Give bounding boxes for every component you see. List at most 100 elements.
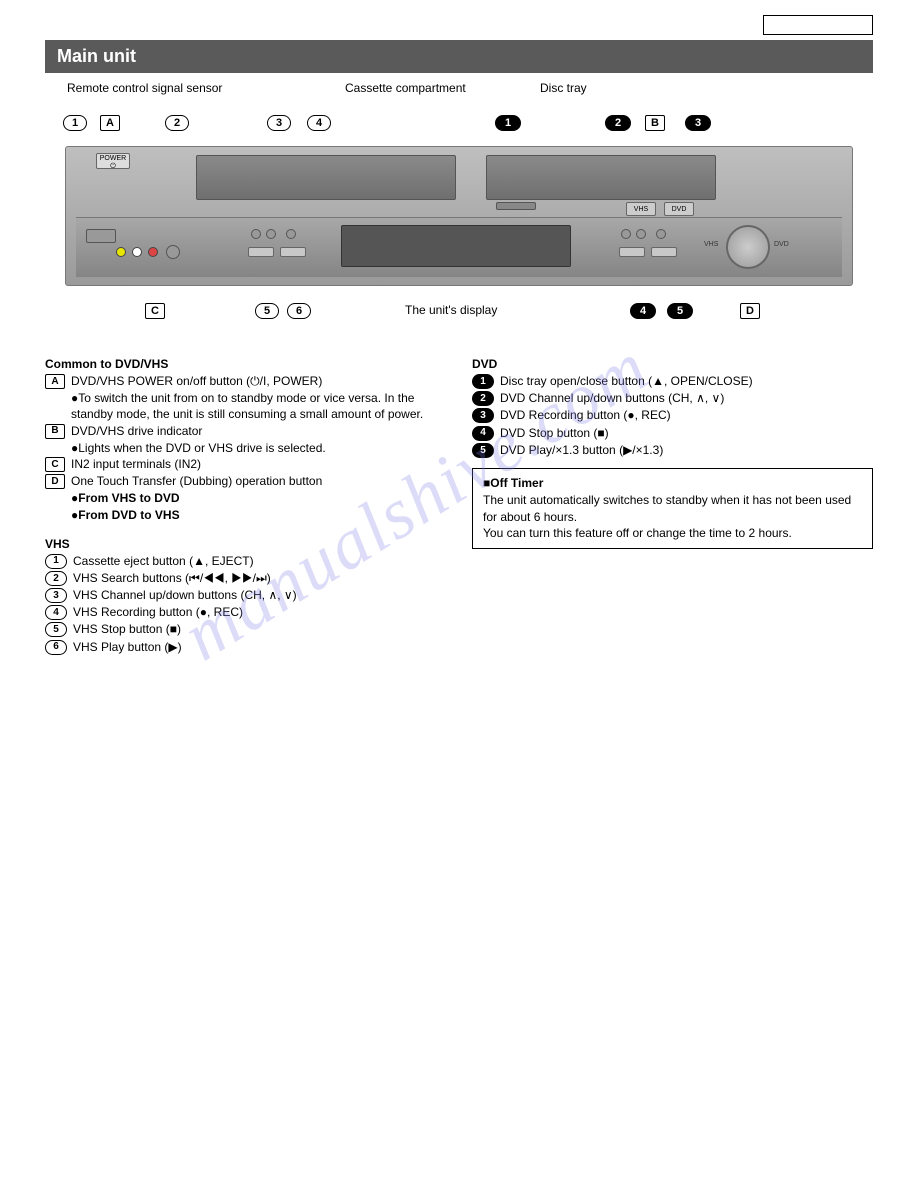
- btn-round: [286, 229, 296, 239]
- item-A: A DVD/VHS POWER on/off button (⏻/I, POWE…: [45, 373, 446, 389]
- label-vhs-2: VHS Search buttons (⏮/◀◀, ▶▶/⏭): [73, 570, 446, 586]
- off-timer-line1: The unit automatically switches to stand…: [483, 492, 862, 526]
- vhs-indicator: VHS: [626, 202, 656, 216]
- callout-box-A: A: [100, 115, 120, 131]
- label-cassette: Cassette compartment: [345, 81, 466, 95]
- callout-dvd-1: 1: [495, 115, 521, 131]
- btn-rect: [248, 247, 274, 257]
- btn-rect: [280, 247, 306, 257]
- dubbing-wheel: [726, 225, 770, 269]
- btn-round: [636, 229, 646, 239]
- btn-round: [621, 229, 631, 239]
- section-header: Main unit: [45, 40, 873, 73]
- item-vhs-6: 6 VHS Play button (▶): [45, 639, 446, 655]
- item-dvd-4: 4 DVD Stop button (■): [472, 425, 873, 441]
- small-panel: [86, 229, 116, 243]
- rca-yellow: [116, 247, 126, 257]
- marker-A: A: [45, 374, 65, 389]
- group-vhs: VHS: [45, 537, 446, 551]
- marker-d3: 3: [472, 408, 494, 423]
- callout-vhs-4: 4: [307, 115, 331, 131]
- marker-5: 5: [45, 622, 67, 637]
- label-remote-sensor: Remote control signal sensor: [67, 81, 222, 95]
- device-illustration: POWER⏻ VHS DVD: [65, 146, 853, 286]
- marker-d2: 2: [472, 391, 494, 406]
- item-dvd-1: 1Disc tray open/close button (▲, OPEN/CL…: [472, 373, 873, 389]
- label-B: DVD/VHS drive indicator: [71, 423, 446, 439]
- callout-dvd-2: 2: [605, 115, 631, 131]
- callout-box-B: B: [645, 115, 665, 131]
- marker-1: 1: [45, 554, 67, 569]
- callout-box-D: D: [740, 303, 760, 319]
- marker-3: 3: [45, 588, 67, 603]
- marker-2: 2: [45, 571, 67, 586]
- item-C: C IN2 input terminals (IN2): [45, 456, 446, 472]
- item-vhs-3: 3 VHS Channel up/down buttons (CH, ∧, ∨): [45, 587, 446, 603]
- callout-vhs-3: 3: [267, 115, 291, 131]
- label-unit-display: The unit's display: [405, 303, 497, 317]
- rca-red: [148, 247, 158, 257]
- item-dvd-2: 2 DVD Channel up/down buttons (CH, ∧, ∨): [472, 390, 873, 406]
- btn-rect: [619, 247, 645, 257]
- wheel-label-dvd: DVD: [774, 241, 789, 248]
- marker-4: 4: [45, 605, 67, 620]
- label-A: DVD/VHS POWER on/off button (⏻/I, POWER): [71, 373, 446, 389]
- callout-box-C: C: [145, 303, 165, 319]
- label-dvd-3: DVD Recording button (●, REC): [500, 407, 873, 423]
- marker-d5: 5: [472, 443, 494, 458]
- callout-dvd-3: 3: [685, 115, 711, 131]
- label-vhs-3: VHS Channel up/down buttons (CH, ∧, ∨): [73, 587, 446, 603]
- unit-display: [341, 225, 571, 267]
- column-right: DVD 1Disc tray open/close button (▲, OPE…: [472, 351, 873, 656]
- item-dvd-5: 5 DVD Play/×1.3 button (▶/×1.3): [472, 442, 873, 458]
- dvd-indicator: DVD: [664, 202, 694, 216]
- marker-d4: 4: [472, 426, 494, 441]
- marker-B: B: [45, 424, 65, 439]
- off-timer-title: ■Off Timer: [483, 475, 862, 492]
- av-jack: [166, 245, 180, 259]
- note-D1: ●From VHS to DVD: [71, 490, 446, 506]
- label-C: IN2 input terminals (IN2): [71, 456, 446, 472]
- diagram-area: Remote control signal sensor Cassette co…: [45, 81, 873, 341]
- label-dvd-4: DVD Stop button (■): [500, 425, 873, 441]
- label-vhs-5: VHS Stop button (■): [73, 621, 446, 637]
- callout-dvd-5: 5: [667, 303, 693, 319]
- marker-6: 6: [45, 640, 67, 655]
- label-vhs-4: VHS Recording button (●, REC): [73, 604, 446, 620]
- note-B: ●Lights when the DVD or VHS drive is sel…: [71, 440, 446, 456]
- tray-button-icon: [496, 202, 536, 210]
- disc-slot: [486, 155, 716, 200]
- top-corner-box: [763, 15, 873, 35]
- btn-round: [251, 229, 261, 239]
- off-timer-line2: You can turn this feature off or change …: [483, 525, 862, 542]
- callout-vhs-1: 1: [63, 115, 87, 131]
- power-button-icon: POWER⏻: [96, 153, 130, 169]
- rca-white: [132, 247, 142, 257]
- wheel-label-vhs: VHS: [704, 241, 718, 248]
- callout-dvd-4: 4: [630, 303, 656, 319]
- off-timer-box: ■Off Timer The unit automatically switch…: [472, 468, 873, 549]
- item-vhs-2: 2 VHS Search buttons (⏮/◀◀, ▶▶/⏭): [45, 570, 446, 586]
- btn-round: [656, 229, 666, 239]
- group-dvd: DVD: [472, 357, 873, 371]
- label-D: One Touch Transfer (Dubbing) operation b…: [71, 473, 446, 489]
- item-D: D One Touch Transfer (Dubbing) operation…: [45, 473, 446, 489]
- item-vhs-4: 4 VHS Recording button (●, REC): [45, 604, 446, 620]
- callout-vhs-2: 2: [165, 115, 189, 131]
- note-D2: ●From DVD to VHS: [71, 507, 446, 523]
- item-B: B DVD/VHS drive indicator: [45, 423, 446, 439]
- label-dvd-5: DVD Play/×1.3 button (▶/×1.3): [500, 442, 873, 458]
- item-dvd-3: 3 DVD Recording button (●, REC): [472, 407, 873, 423]
- group-common: Common to DVD/VHS: [45, 357, 446, 371]
- label-vhs-6: VHS Play button (▶): [73, 639, 446, 655]
- marker-d1: 1: [472, 374, 494, 389]
- cassette-slot: [196, 155, 456, 200]
- btn-round: [266, 229, 276, 239]
- column-left: Common to DVD/VHS A DVD/VHS POWER on/off…: [45, 351, 446, 656]
- label-dvd-2: DVD Channel up/down buttons (CH, ∧, ∨): [500, 390, 873, 406]
- note-A: ●To switch the unit from on to standby m…: [71, 390, 446, 422]
- btn-rect: [651, 247, 677, 257]
- marker-D: D: [45, 474, 65, 489]
- page: Main unit Remote control signal sensor C…: [0, 0, 918, 686]
- item-vhs-5: 5 VHS Stop button (■): [45, 621, 446, 637]
